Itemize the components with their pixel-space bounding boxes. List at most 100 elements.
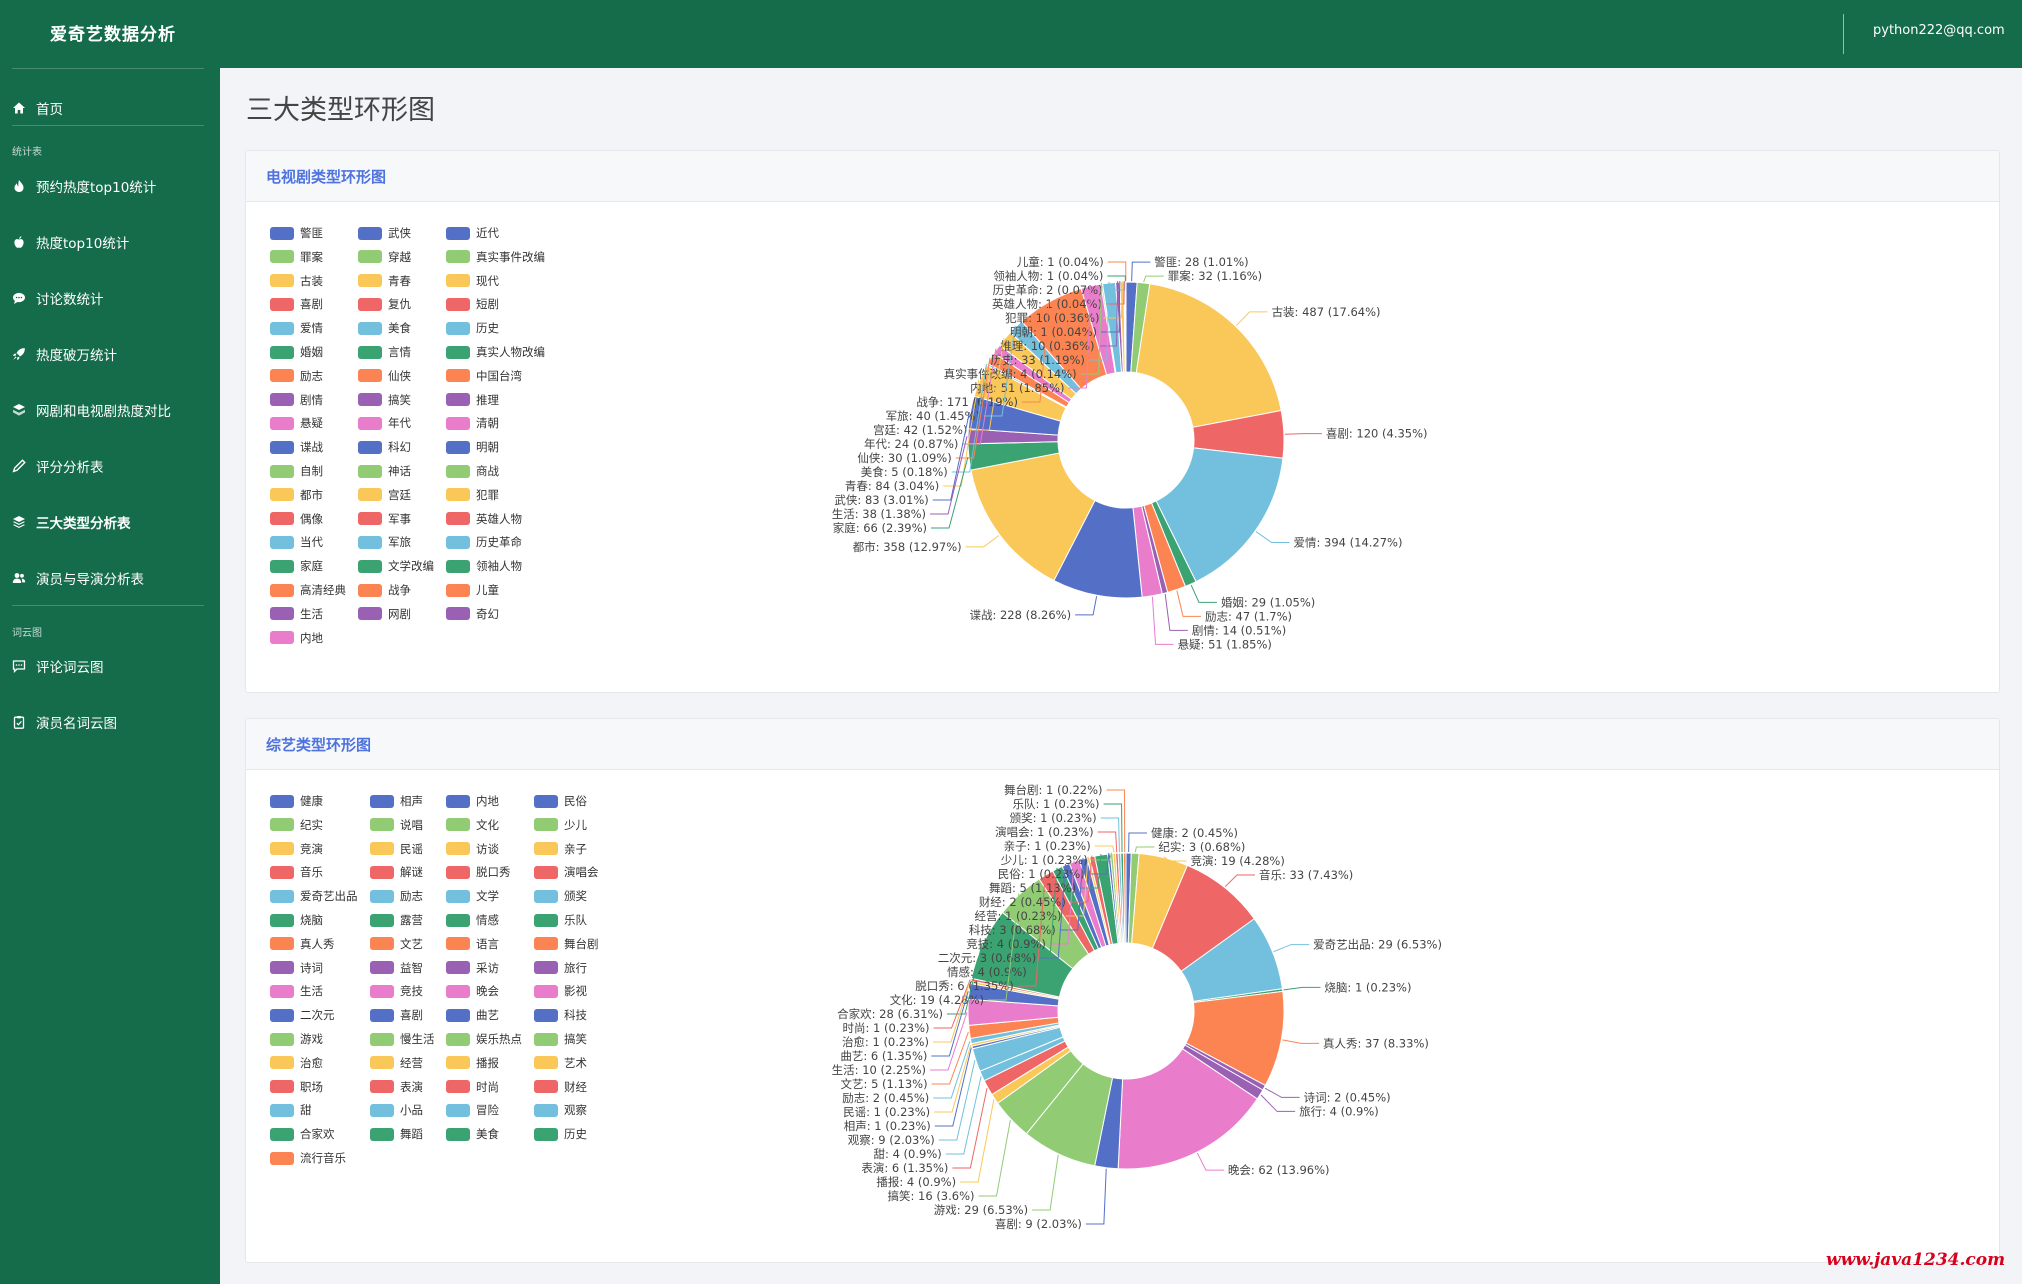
app-brand[interactable]: 爱奇艺数据分析 bbox=[50, 25, 176, 45]
legend-item[interactable]: 仙侠 bbox=[358, 367, 411, 385]
legend-item[interactable]: 亲子 bbox=[534, 840, 587, 858]
legend-item[interactable]: 战争 bbox=[358, 581, 411, 599]
legend-item[interactable]: 家庭 bbox=[270, 557, 323, 575]
legend-item[interactable]: 青春 bbox=[358, 272, 411, 290]
legend-item[interactable]: 搞笑 bbox=[534, 1030, 587, 1048]
legend-item[interactable]: 生活 bbox=[270, 982, 323, 1000]
sidebar-item-rating-analysis[interactable]: 评分分析表 bbox=[12, 454, 212, 478]
legend-item[interactable]: 相声 bbox=[370, 792, 423, 810]
legend-item[interactable]: 复仇 bbox=[358, 295, 411, 313]
sidebar-item-comment-wordcloud[interactable]: 评论词云图 bbox=[12, 654, 212, 678]
legend-item[interactable]: 言情 bbox=[358, 343, 411, 361]
donut-slice[interactable] bbox=[970, 452, 1096, 582]
legend-item[interactable]: 婚姻 bbox=[270, 343, 323, 361]
sidebar-item-heat-over-10k[interactable]: 热度破万统计 bbox=[12, 342, 212, 366]
legend-item[interactable]: 纪实 bbox=[270, 816, 323, 834]
legend-item[interactable]: 二次元 bbox=[270, 1006, 335, 1024]
legend-item[interactable]: 悬疑 bbox=[270, 414, 323, 432]
legend-item[interactable]: 领袖人物 bbox=[446, 557, 522, 575]
legend-item[interactable]: 武侠 bbox=[358, 224, 411, 242]
legend-item[interactable]: 神话 bbox=[358, 462, 411, 480]
legend-item[interactable]: 科技 bbox=[534, 1006, 587, 1024]
legend-item[interactable]: 演唱会 bbox=[534, 863, 599, 881]
legend-item[interactable]: 近代 bbox=[446, 224, 499, 242]
legend-item[interactable]: 喜剧 bbox=[370, 1006, 423, 1024]
legend-item[interactable]: 民俗 bbox=[534, 792, 587, 810]
legend-item[interactable]: 搞笑 bbox=[358, 391, 411, 409]
legend-item[interactable]: 励志 bbox=[270, 367, 323, 385]
legend-item[interactable]: 播报 bbox=[446, 1054, 499, 1072]
legend-item[interactable]: 军事 bbox=[358, 510, 411, 528]
legend-item[interactable]: 当代 bbox=[270, 533, 323, 551]
legend-item[interactable]: 中国台湾 bbox=[446, 367, 522, 385]
legend-item[interactable]: 情感 bbox=[446, 911, 499, 929]
legend-item[interactable]: 古装 bbox=[270, 272, 323, 290]
legend-item[interactable]: 采访 bbox=[446, 959, 499, 977]
sidebar-item-home[interactable]: 首页 bbox=[12, 96, 212, 120]
sidebar-item-actor-wordcloud[interactable]: 演员名词云图 bbox=[12, 710, 212, 734]
legend-item[interactable]: 文艺 bbox=[370, 935, 423, 953]
donut-slice[interactable] bbox=[1135, 283, 1282, 428]
legend-item[interactable]: 解谜 bbox=[370, 863, 423, 881]
legend-item[interactable]: 历史革命 bbox=[446, 533, 522, 551]
donut-slice[interactable] bbox=[1155, 447, 1284, 583]
legend-item[interactable]: 慢生活 bbox=[370, 1030, 435, 1048]
legend-item[interactable]: 生活 bbox=[270, 605, 323, 623]
sidebar-item-three-types[interactable]: 三大类型分析表 bbox=[12, 510, 212, 534]
legend-item[interactable]: 谍战 bbox=[270, 438, 323, 456]
legend-item[interactable]: 健康 bbox=[270, 792, 323, 810]
legend-item[interactable]: 财经 bbox=[534, 1078, 587, 1096]
legend-item[interactable]: 真实人物改编 bbox=[446, 343, 545, 361]
legend-item[interactable]: 舞台剧 bbox=[534, 935, 599, 953]
legend-item[interactable]: 娱乐热点 bbox=[446, 1030, 522, 1048]
legend-item[interactable]: 科幻 bbox=[358, 438, 411, 456]
legend-item[interactable]: 短剧 bbox=[446, 295, 499, 313]
donut-slice[interactable] bbox=[1122, 852, 1127, 944]
legend-item[interactable]: 现代 bbox=[446, 272, 499, 290]
legend-item[interactable]: 推理 bbox=[446, 391, 499, 409]
legend-item[interactable]: 年代 bbox=[358, 414, 411, 432]
legend-item[interactable]: 甜 bbox=[270, 1101, 312, 1119]
legend-item[interactable]: 音乐 bbox=[270, 863, 323, 881]
legend-item[interactable]: 美食 bbox=[446, 1125, 499, 1143]
legend-item[interactable]: 喜剧 bbox=[270, 295, 323, 313]
legend-item[interactable]: 民谣 bbox=[370, 840, 423, 858]
legend-item[interactable]: 清朝 bbox=[446, 414, 499, 432]
legend-item[interactable]: 警匪 bbox=[270, 224, 323, 242]
legend-item[interactable]: 历史 bbox=[446, 319, 499, 337]
legend-item[interactable]: 奇幻 bbox=[446, 605, 499, 623]
legend-item[interactable]: 曲艺 bbox=[446, 1006, 499, 1024]
legend-item[interactable]: 爱奇艺出品 bbox=[270, 887, 358, 905]
legend-item[interactable]: 观察 bbox=[534, 1101, 587, 1119]
legend-item[interactable]: 明朝 bbox=[446, 438, 499, 456]
legend-item[interactable]: 真人秀 bbox=[270, 935, 335, 953]
legend-item[interactable]: 舞蹈 bbox=[370, 1125, 423, 1143]
user-account[interactable]: python222@qq.com bbox=[1873, 23, 2005, 38]
legend-item[interactable]: 内地 bbox=[270, 629, 323, 647]
legend-item[interactable]: 语言 bbox=[446, 935, 499, 953]
legend-item[interactable]: 露营 bbox=[370, 911, 423, 929]
legend-item[interactable]: 经营 bbox=[370, 1054, 423, 1072]
legend-item[interactable]: 穿越 bbox=[358, 248, 411, 266]
legend-item[interactable]: 文化 bbox=[446, 816, 499, 834]
legend-item[interactable]: 游戏 bbox=[270, 1030, 323, 1048]
legend-item[interactable]: 自制 bbox=[270, 462, 323, 480]
legend-item[interactable]: 治愈 bbox=[270, 1054, 323, 1072]
legend-item[interactable]: 少儿 bbox=[534, 816, 587, 834]
legend-item[interactable]: 英雄人物 bbox=[446, 510, 522, 528]
legend-item[interactable]: 晚会 bbox=[446, 982, 499, 1000]
legend-item[interactable]: 小品 bbox=[370, 1101, 423, 1119]
legend-item[interactable]: 时尚 bbox=[446, 1078, 499, 1096]
legend-item[interactable]: 历史 bbox=[534, 1125, 587, 1143]
legend-item[interactable]: 烧脑 bbox=[270, 911, 323, 929]
legend-item[interactable]: 职场 bbox=[270, 1078, 323, 1096]
legend-item[interactable]: 冒险 bbox=[446, 1101, 499, 1119]
legend-item[interactable]: 偶像 bbox=[270, 510, 323, 528]
sidebar-item-discussion-count[interactable]: 讨论数统计 bbox=[12, 286, 212, 310]
legend-item[interactable]: 旅行 bbox=[534, 959, 587, 977]
legend-item[interactable]: 军旅 bbox=[358, 533, 411, 551]
legend-item[interactable]: 商战 bbox=[446, 462, 499, 480]
legend-item[interactable]: 网剧 bbox=[358, 605, 411, 623]
legend-item[interactable]: 罪案 bbox=[270, 248, 323, 266]
legend-item[interactable]: 宫廷 bbox=[358, 486, 411, 504]
